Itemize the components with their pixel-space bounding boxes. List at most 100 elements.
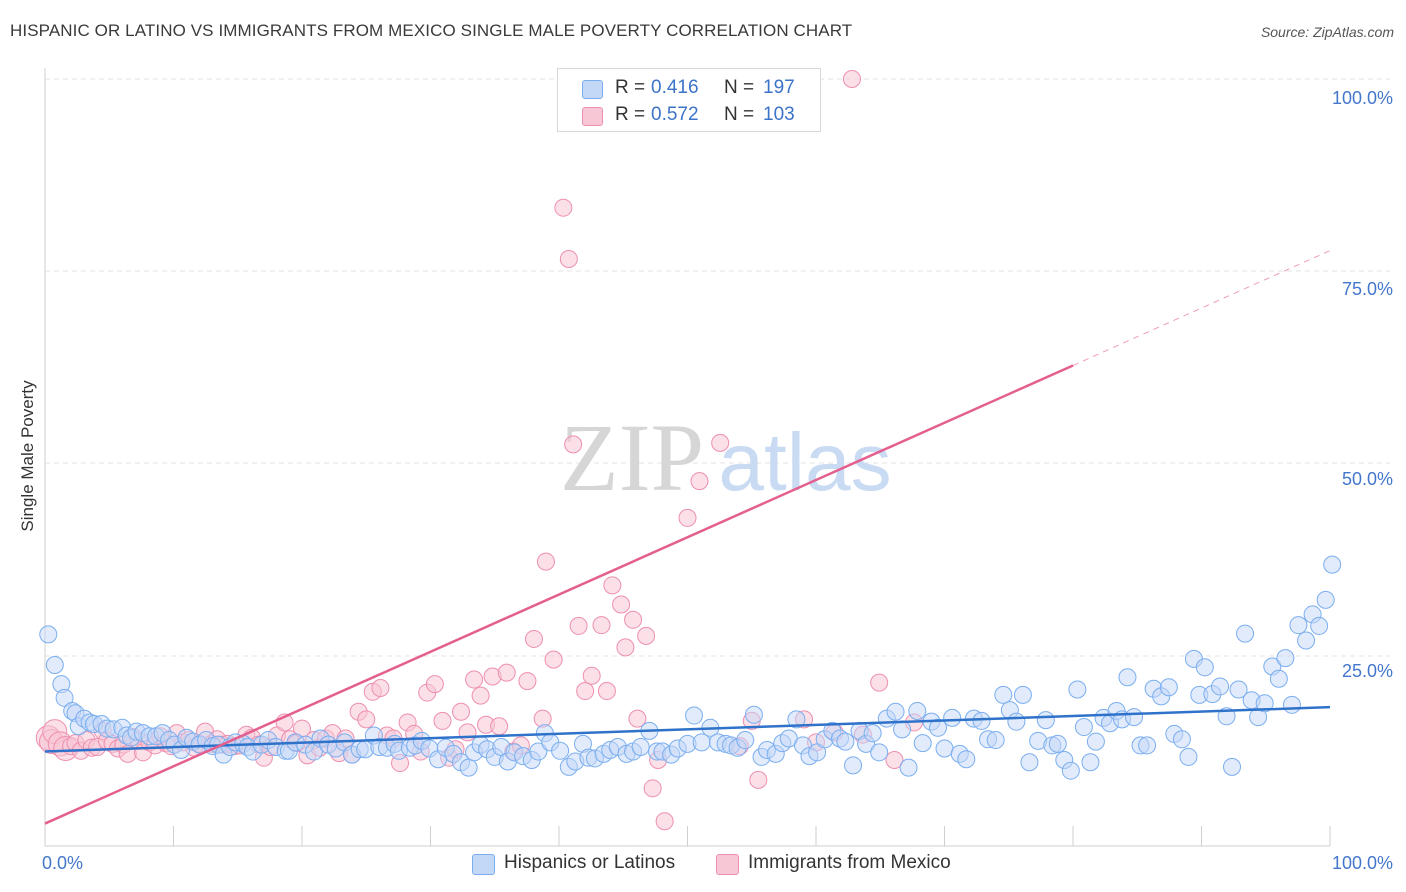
data-point-immigrants [524,629,543,648]
data-point-hispanics [1229,680,1248,699]
data-point-hispanics [886,702,905,721]
trend-lines [44,250,1331,825]
legend-r-value: 0.572 [651,104,699,125]
data-point-immigrants [536,552,555,571]
data-point-hispanics [1036,711,1055,730]
data-point-immigrants [371,678,390,697]
y-tick-label: 50.0% [1342,469,1393,489]
gridlines [45,78,1390,657]
legend-r-value: 0.416 [651,77,699,98]
data-point-immigrants [576,682,595,701]
correlation-legend: R = 0.416 N = 197 R = 0.572 N = 103 [557,68,821,132]
data-point-hispanics [744,705,763,724]
data-point-hispanics [1289,616,1308,635]
data-point-hispanics [943,708,962,727]
legend-n-value: 197 [763,77,795,98]
data-point-hispanics [529,742,548,761]
data-point-hispanics [913,734,932,753]
data-point-immigrants [612,595,631,614]
data-point-hispanics [1172,730,1191,749]
data-point-hispanics [928,718,947,737]
data-point-hispanics [1138,736,1157,755]
data-point-immigrants [569,616,588,635]
data-point-immigrants [842,70,861,88]
data-point-hispanics [39,625,58,644]
data-point-immigrants [582,666,601,685]
data-point-hispanics [935,739,954,758]
legend-swatch-pink [716,854,739,875]
trend-line-hispanics [44,705,1331,753]
data-point-immigrants [559,250,578,269]
data-point-immigrants [628,709,647,728]
x-tick-label: 100.0% [1332,853,1393,873]
y-tick-label: 25.0% [1342,661,1393,681]
data-point-immigrants [490,717,509,736]
data-point-hispanics [1211,677,1230,696]
trend-line-immigrants [44,364,1074,825]
legend-label-hispanics: Hispanics or Latinos [504,852,676,873]
data-point-hispanics [1195,658,1214,677]
chart-title: HISPANIC OR LATINO VS IMMIGRANTS FROM ME… [10,21,853,40]
data-point-hispanics [870,743,889,762]
data-point-hispanics [957,750,976,769]
data-point-immigrants [616,638,635,657]
data-point-immigrants [711,433,730,452]
legend-swatch-blue [472,854,495,875]
y-axis-label: Single Male Poverty [18,380,37,532]
y-tick-label: 75.0% [1342,279,1393,299]
data-point-immigrants [690,472,709,491]
x-tick-label: 0.0% [42,853,83,873]
data-point-immigrants [603,576,622,595]
data-point-hispanics [45,655,64,674]
data-point-immigrants [643,779,662,798]
y-tick-label: 100.0% [1332,88,1393,108]
data-point-hispanics [1276,649,1295,668]
data-point-hispanics [844,756,863,775]
data-point-hispanics [459,758,478,777]
data-point-hispanics [1297,631,1316,650]
data-point-immigrants [637,626,656,645]
data-point-immigrants [885,750,904,769]
data-point-immigrants [678,508,697,527]
data-point-hispanics [1048,734,1067,753]
legend-swatch-pink [582,107,603,126]
legend-n-label: N = [724,77,755,98]
data-point-immigrants [749,770,768,789]
data-point-hispanics [1013,685,1032,704]
data-point-hispanics [736,731,755,750]
watermark-zip: ZIP [560,404,704,511]
data-point-hispanics [836,732,855,751]
data-point-hispanics [787,710,806,729]
legend-label-immigrants: Immigrants from Mexico [748,852,951,873]
legend-n-value: 103 [763,104,795,125]
data-point-hispanics [551,741,570,760]
data-point-immigrants [518,672,537,691]
data-point-immigrants [451,702,470,721]
data-point-immigrants [544,650,563,669]
data-point-hispanics [986,731,1005,750]
data-point-immigrants [655,812,674,831]
data-point-hispanics [1086,732,1105,751]
data-point-hispanics [908,701,927,720]
legend-r-label: R = [615,77,646,98]
trend-line-immigrants-extension [1072,250,1331,366]
data-point-hispanics [1223,757,1242,776]
data-point-hispanics [1125,708,1143,727]
data-point-immigrants [465,670,484,689]
data-point-hispanics [631,737,650,756]
data-point-immigrants [564,435,583,454]
data-point-hispanics [1255,694,1274,713]
legend-r-label: R = [615,104,646,125]
data-point-hispanics [1081,753,1100,772]
data-point-immigrants [425,675,444,694]
data-point-hispanics [994,685,1013,704]
data-point-hispanics [1310,616,1329,635]
data-point-hispanics [1159,678,1178,697]
data-point-hispanics [863,724,882,743]
watermark-atlas: atlas [718,417,891,508]
data-point-immigrants [471,686,490,705]
watermark: ZIP atlas [560,404,892,511]
data-point-hispanics [899,758,918,777]
data-point-hispanics [1118,668,1137,687]
